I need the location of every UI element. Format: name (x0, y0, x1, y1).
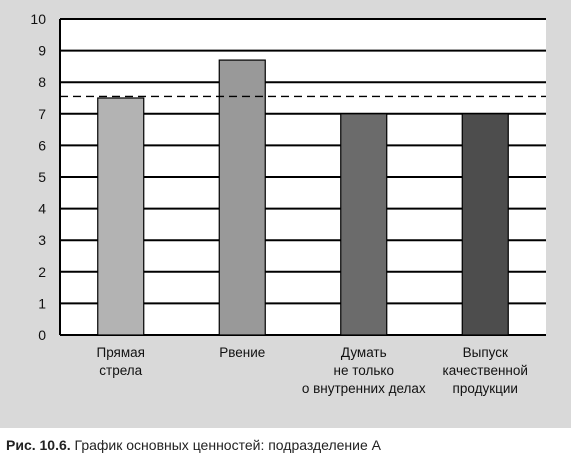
bar-chart: 0 1 2 3 4 5 6 7 8 9 10 Прямая стрела Рвение Думать не т… (30, 11, 546, 396)
category-label: Прямая стрела (97, 345, 145, 378)
category-label-line: о внутренних делах (302, 381, 426, 396)
chart-panel: 0 1 2 3 4 5 6 7 8 9 10 Прямая стрела Рвение Думать не т… (0, 0, 571, 428)
category-label-line: Прямая (97, 345, 145, 360)
category-label: Рвение (219, 345, 265, 360)
category-label: Выпуск качественной продукции (443, 345, 528, 396)
y-tick-label: 4 (38, 201, 46, 217)
bar (461, 113, 509, 336)
category-label-line: продукции (453, 381, 518, 396)
y-tick-label: 9 (38, 43, 46, 59)
y-tick-label: 3 (38, 232, 46, 248)
y-tick-label: 8 (38, 74, 46, 90)
category-label-line: Думать (341, 345, 387, 360)
y-tick-label: 1 (38, 295, 46, 311)
y-tick-label: 6 (38, 137, 46, 153)
category-label: Думать не только о внутренних делах (302, 345, 426, 396)
caption-text: График основных ценностей: подразделение… (74, 437, 381, 453)
bar (218, 59, 266, 336)
category-label-line: не только (334, 363, 394, 378)
y-tick-label: 10 (30, 11, 46, 27)
bar (97, 97, 145, 336)
y-tick-label: 0 (38, 327, 46, 343)
category-label-line: Выпуск (463, 345, 508, 360)
y-tick-label: 2 (38, 264, 46, 280)
caption-label: Рис. 10.6. (6, 437, 71, 453)
category-label-line: качественной (443, 363, 528, 378)
category-label-line: стрела (99, 363, 142, 378)
bar (340, 113, 388, 336)
category-label-line: Рвение (219, 345, 265, 360)
figure-caption: Рис. 10.6. График основных ценностей: по… (6, 437, 381, 453)
y-tick-label: 7 (38, 106, 46, 122)
y-tick-label: 5 (38, 169, 46, 185)
